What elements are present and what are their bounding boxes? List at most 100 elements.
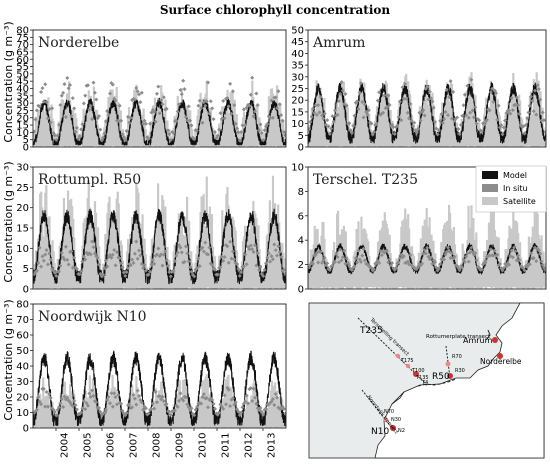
insitu-point <box>134 86 139 91</box>
insitu-point <box>503 118 508 123</box>
small-label-r70: R70 <box>452 354 462 360</box>
insitu-point <box>276 89 281 94</box>
insitu-point <box>44 100 49 105</box>
insitu-point <box>279 113 284 118</box>
y-tick-label: 0 <box>298 143 304 154</box>
insitu-point <box>106 112 111 117</box>
insitu-point <box>152 109 157 114</box>
insitu-point <box>97 114 102 119</box>
y-tick-label: 75 <box>16 33 29 44</box>
insitu-point <box>487 253 492 258</box>
x-tick-label: 2011 <box>221 433 232 458</box>
insitu-point <box>200 120 205 125</box>
y-axis-label-noordwijk: Concentration (g m⁻³) <box>2 299 15 420</box>
insitu-point <box>425 245 430 250</box>
panel-title: Rottumpl. R50 <box>38 172 141 188</box>
insitu-point <box>177 398 182 403</box>
insitu-point <box>262 128 267 133</box>
insitu-point <box>105 398 110 403</box>
insitu-point <box>121 270 126 275</box>
insitu-point <box>429 96 434 101</box>
insitu-point <box>194 405 199 410</box>
insitu-point <box>152 261 157 266</box>
insitu-point <box>58 401 63 406</box>
insitu-point <box>404 97 409 102</box>
insitu-point <box>171 269 176 274</box>
insitu-point <box>340 88 345 93</box>
insitu-point <box>196 256 201 261</box>
insitu-point <box>420 261 425 266</box>
insitu-point <box>183 244 188 249</box>
insitu-point <box>422 113 427 118</box>
insitu-point <box>375 98 380 103</box>
insitu-point <box>134 402 139 407</box>
insitu-point <box>273 95 278 100</box>
insitu-point <box>527 103 532 108</box>
insitu-point <box>113 395 118 400</box>
insitu-point <box>141 266 146 271</box>
insitu-point <box>323 122 328 127</box>
y-tick-label: 80 <box>16 26 29 37</box>
insitu-point <box>90 388 95 393</box>
insitu-point <box>36 260 41 265</box>
insitu-point <box>146 136 151 141</box>
insitu-point <box>134 239 139 244</box>
y-tick-label: 0 <box>23 285 29 296</box>
insitu-point <box>491 253 496 258</box>
insitu-point <box>507 262 512 267</box>
insitu-point <box>185 251 190 256</box>
insitu-point <box>80 122 85 127</box>
legend-label-model: Model <box>503 171 527 180</box>
insitu-point <box>114 402 119 407</box>
insitu-point <box>469 77 474 82</box>
insitu-point <box>141 407 146 412</box>
insitu-point <box>355 99 360 104</box>
insitu-point <box>382 93 387 98</box>
plot-area <box>308 204 546 289</box>
insitu-point <box>331 119 336 124</box>
insitu-point <box>436 266 441 271</box>
insitu-point <box>456 126 461 131</box>
insitu-point <box>517 257 522 262</box>
insitu-point <box>123 273 128 278</box>
insitu-point <box>139 90 144 95</box>
insitu-point <box>221 98 226 103</box>
insitu-point <box>69 249 74 254</box>
insitu-point <box>36 394 41 399</box>
insitu-point <box>514 95 519 100</box>
insitu-point <box>254 401 259 406</box>
insitu-point <box>534 112 539 117</box>
insitu-point <box>396 259 401 264</box>
insitu-point <box>479 267 484 272</box>
insitu-point <box>167 270 172 275</box>
insitu-point <box>221 258 226 263</box>
insitu-point <box>535 83 540 88</box>
y-tick-label: 30 <box>16 163 29 174</box>
insitu-point <box>193 407 198 412</box>
insitu-point <box>270 115 275 120</box>
insitu-point <box>543 267 546 272</box>
insitu-point <box>210 397 215 402</box>
insitu-point <box>451 89 456 94</box>
insitu-point <box>232 103 237 108</box>
insitu-point <box>124 128 129 133</box>
insitu-point <box>261 138 266 143</box>
insitu-point <box>206 80 211 85</box>
label-norderelbe: Norderelbe <box>480 357 522 366</box>
insitu-point <box>414 130 419 135</box>
y-tick-label: 35 <box>16 91 29 102</box>
insitu-point <box>225 244 230 249</box>
insitu-point <box>261 273 266 278</box>
insitu-point <box>73 403 78 408</box>
insitu-point <box>70 403 75 408</box>
insitu-point <box>102 410 107 415</box>
insitu-point <box>250 247 255 252</box>
insitu-point <box>47 391 52 396</box>
insitu-point <box>513 249 518 254</box>
insitu-point <box>65 76 70 81</box>
insitu-point <box>273 391 278 396</box>
insitu-point <box>97 262 102 267</box>
insitu-point <box>226 260 231 265</box>
insitu-point <box>66 86 71 91</box>
insitu-point <box>142 263 147 268</box>
